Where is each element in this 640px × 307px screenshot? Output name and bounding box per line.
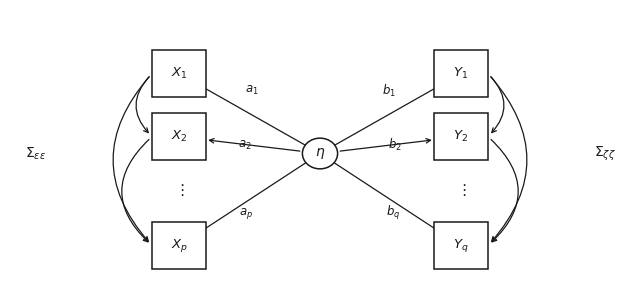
Text: $a_{p}$: $a_{p}$ [239,206,253,221]
FancyArrowPatch shape [209,138,300,151]
FancyBboxPatch shape [434,222,488,270]
FancyBboxPatch shape [152,222,206,270]
FancyBboxPatch shape [152,50,206,98]
FancyArrowPatch shape [491,139,518,242]
FancyBboxPatch shape [152,113,206,161]
Text: $X_{p}$: $X_{p}$ [171,237,188,254]
Text: $b_{q}$: $b_{q}$ [387,204,401,222]
Text: $\Sigma_{\zeta\zeta}$: $\Sigma_{\zeta\zeta}$ [594,144,616,163]
Ellipse shape [302,138,338,169]
Text: $\eta$: $\eta$ [315,146,325,161]
Text: $\vdots$: $\vdots$ [456,182,466,198]
FancyArrowPatch shape [113,77,149,241]
FancyArrowPatch shape [340,138,431,151]
FancyArrowPatch shape [332,161,442,233]
Text: $b_{1}$: $b_{1}$ [381,83,396,99]
FancyArrowPatch shape [198,161,308,233]
FancyArrowPatch shape [491,77,504,133]
FancyArrowPatch shape [136,77,149,133]
Text: $\vdots$: $\vdots$ [174,182,184,198]
FancyArrowPatch shape [122,139,149,242]
Text: $X_{2}$: $X_{2}$ [171,129,188,144]
FancyArrowPatch shape [333,85,440,146]
Text: $a_{2}$: $a_{2}$ [238,139,252,152]
FancyBboxPatch shape [434,113,488,161]
FancyArrowPatch shape [491,77,527,241]
Text: $b_{2}$: $b_{2}$ [388,137,402,153]
FancyArrowPatch shape [200,85,307,146]
Text: $\Sigma_{\varepsilon\varepsilon}$: $\Sigma_{\varepsilon\varepsilon}$ [25,145,45,162]
Text: $Y_{q}$: $Y_{q}$ [453,237,468,254]
Text: $X_{1}$: $X_{1}$ [171,66,188,81]
Text: $a_{1}$: $a_{1}$ [244,84,259,97]
Text: $Y_{1}$: $Y_{1}$ [453,66,468,81]
Text: $Y_{2}$: $Y_{2}$ [453,129,468,144]
FancyBboxPatch shape [434,50,488,98]
